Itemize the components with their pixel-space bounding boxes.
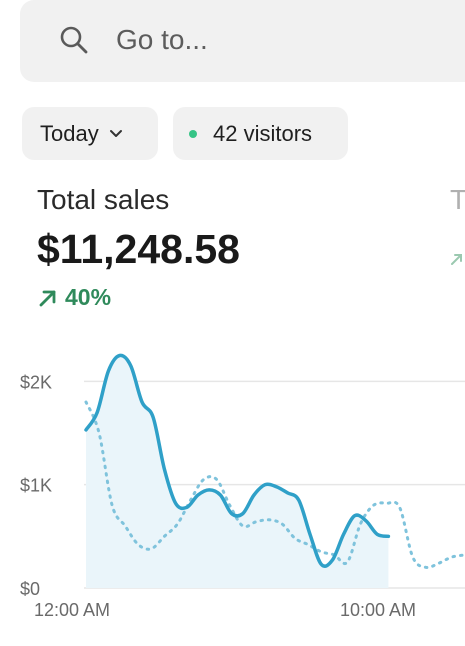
y-tick-label: $2K xyxy=(20,372,52,392)
live-visitors-label: 42 visitors xyxy=(213,120,313,146)
x-tick-label: 12:00 AM xyxy=(34,600,110,620)
y-tick-label: $1K xyxy=(20,476,52,496)
status-dot-icon xyxy=(189,129,197,138)
next-metric-arrow-icon xyxy=(451,254,462,265)
series-line-current xyxy=(84,353,391,568)
metric-change: 40% xyxy=(37,284,111,311)
arrow-up-right-icon xyxy=(39,290,56,306)
date-filter-button[interactable]: Today xyxy=(22,107,158,160)
y-tick-label: $0 xyxy=(20,579,40,599)
next-metric-title: T xyxy=(450,184,465,215)
metric-value: $11,248.58 xyxy=(37,226,240,272)
series-area-current xyxy=(86,355,389,588)
date-filter-label: Today xyxy=(40,120,99,146)
search-bar[interactable] xyxy=(20,0,465,82)
sales-chart: $0 $1K $2K 12:00 AM 10:00 AM xyxy=(20,353,465,620)
search-input[interactable] xyxy=(116,18,446,62)
metric-change-value: 40% xyxy=(65,284,112,310)
x-tick-label: 10:00 AM xyxy=(340,600,416,620)
live-visitors-button[interactable]: 42 visitors xyxy=(173,107,348,160)
series-line-previous xyxy=(84,400,465,570)
metric-title: Total sales xyxy=(37,184,170,215)
search-icon xyxy=(60,26,88,54)
chevron-down-icon xyxy=(109,129,122,137)
